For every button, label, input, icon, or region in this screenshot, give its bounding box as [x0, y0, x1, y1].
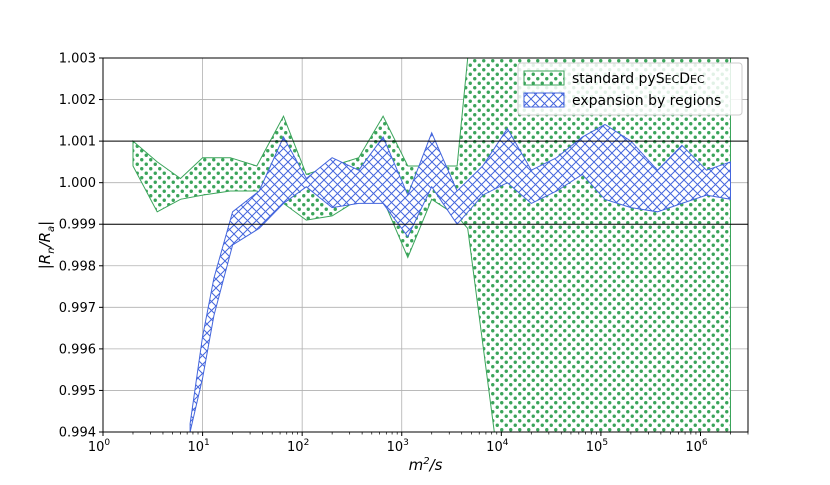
reference-lines — [103, 140, 748, 225]
y-tick-label: 1.003 — [59, 52, 96, 67]
ticks: 0.994 0.995 0.996 0.997 0.998 0.999 1.000 1.001… — [59, 52, 749, 455]
y-axis-label: |Rn/Ra| — [36, 221, 57, 270]
legend-label-standard: standard pySECDEC — [572, 71, 705, 87]
y-tick-label: 0.994 — [59, 426, 96, 441]
legend-swatch-standard — [523, 70, 565, 86]
y-tick-label: 1.001 — [59, 135, 96, 150]
x-tick-label: 103 — [387, 438, 409, 455]
y-tick-label: 0.999 — [59, 218, 96, 233]
y-tick-label: 0.997 — [59, 301, 96, 316]
plot-frame — [102, 57, 749, 433]
x-axis-label: m2/s — [409, 456, 443, 474]
x-tick-label: 105 — [586, 438, 608, 455]
legend-box — [517, 62, 743, 116]
x-tick-label: 100 — [88, 438, 111, 455]
y-tick-label: 0.998 — [59, 259, 96, 274]
y-tick-label: 1.002 — [59, 93, 96, 108]
y-tick-label: 0.996 — [59, 342, 96, 357]
series-layer — [132, 58, 731, 432]
x-tick-label: 101 — [187, 438, 209, 455]
expansion-by-regions-band — [189, 123, 731, 432]
x-tick-label: 104 — [486, 438, 509, 455]
y-tick-label: 0.995 — [59, 384, 96, 399]
legend-swatch-regions — [523, 92, 565, 108]
legend: standard pySECDEC expansion by regions — [517, 62, 743, 116]
x-tick-label: 102 — [287, 438, 309, 455]
x-tick-label: 106 — [685, 438, 708, 455]
legend-label-regions: expansion by regions — [572, 93, 721, 109]
y-tick-label: 1.000 — [59, 176, 96, 191]
